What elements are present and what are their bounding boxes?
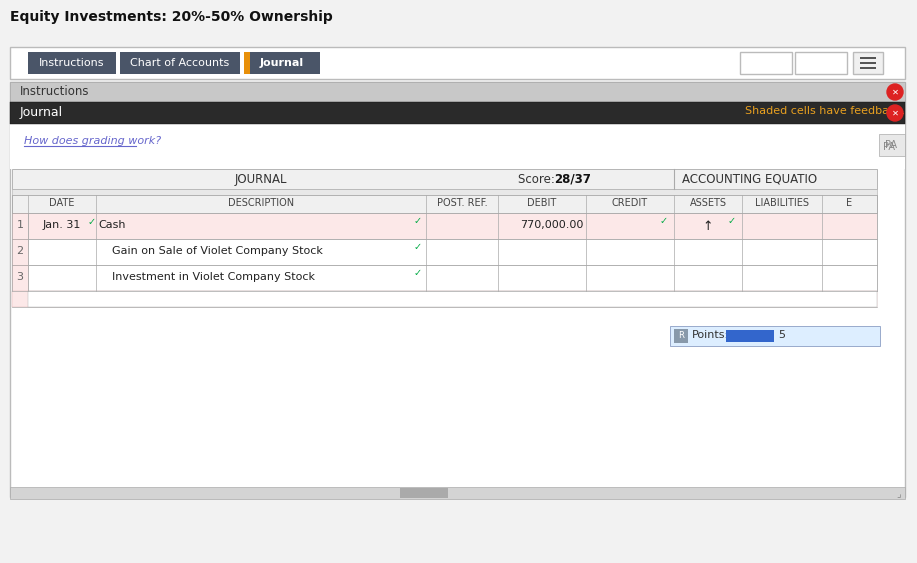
Text: ✕: ✕	[891, 109, 899, 118]
Text: 2: 2	[17, 246, 24, 256]
Bar	[28, 213, 877, 239]
Text: E: E	[846, 198, 853, 208]
Text: Gain on Sale of Violet Company Stock: Gain on Sale of Violet Company Stock	[112, 246, 323, 256]
Text: POST. REF.: POST. REF.	[436, 198, 487, 208]
Text: Jan. 31: Jan. 31	[43, 220, 82, 230]
Bar	[10, 124, 905, 169]
Bar	[10, 487, 905, 499]
Bar	[726, 330, 774, 342]
Text: 5: 5	[778, 330, 785, 340]
Bar	[740, 52, 792, 74]
Text: DEBIT: DEBIT	[527, 198, 557, 208]
Text: ↑: ↑	[702, 220, 713, 233]
Text: ✓: ✓	[728, 216, 736, 226]
Bar	[10, 82, 905, 102]
Text: ✓: ✓	[414, 216, 422, 226]
Text: Points:: Points:	[692, 330, 729, 340]
Text: 3: 3	[17, 272, 24, 282]
Bar	[670, 326, 880, 346]
Text: DATE: DATE	[50, 198, 74, 208]
Bar	[860, 62, 876, 64]
Circle shape	[887, 105, 903, 121]
Text: Chart of Accounts: Chart of Accounts	[130, 58, 229, 68]
Text: 770,000.00: 770,000.00	[520, 220, 583, 230]
Text: PA: PA	[885, 140, 897, 150]
Bar	[860, 57, 876, 59]
Text: Journal: Journal	[20, 106, 63, 119]
Bar	[10, 102, 905, 124]
Bar	[860, 67, 876, 69]
Bar	[853, 52, 883, 74]
Text: ✓: ✓	[88, 217, 96, 227]
Text: ASSETS: ASSETS	[690, 198, 726, 208]
Text: ACCOUNTING EQUATIO: ACCOUNTING EQUATIO	[682, 173, 817, 186]
Circle shape	[887, 84, 903, 100]
Bar	[400, 488, 448, 498]
Bar	[12, 239, 28, 265]
Text: How does grading work?: How does grading work?	[24, 136, 161, 146]
Text: CREDIT: CREDIT	[612, 198, 648, 208]
Bar	[10, 47, 905, 79]
Bar	[795, 52, 847, 74]
Text: ✓: ✓	[414, 242, 422, 252]
Text: Shaded cells have feedback.: Shaded cells have feedback.	[745, 106, 905, 116]
Bar	[12, 265, 28, 291]
Text: Instructions: Instructions	[39, 58, 105, 68]
Text: R: R	[678, 331, 684, 340]
Text: Investment in Violet Company Stock: Investment in Violet Company Stock	[112, 272, 315, 282]
Text: 28/37: 28/37	[554, 173, 591, 186]
Text: Equity Investments: 20%-50% Ownership: Equity Investments: 20%-50% Ownership	[10, 10, 333, 24]
Text: ✕: ✕	[891, 87, 899, 96]
Bar	[28, 52, 116, 74]
Text: ✓: ✓	[660, 216, 668, 226]
Text: ⌟: ⌟	[897, 489, 901, 499]
Bar	[12, 169, 877, 189]
Bar	[28, 265, 877, 291]
Bar	[674, 329, 688, 343]
Bar	[28, 291, 877, 307]
Bar	[244, 52, 250, 74]
Text: LIABILITIES: LIABILITIES	[755, 198, 809, 208]
Text: JOURNAL: JOURNAL	[235, 173, 287, 186]
Text: PA: PA	[883, 142, 895, 152]
Text: Score:: Score:	[518, 173, 558, 186]
Text: 1: 1	[17, 220, 24, 230]
Bar	[12, 291, 877, 307]
Bar	[12, 213, 28, 239]
Text: DESCRIPTION: DESCRIPTION	[228, 198, 294, 208]
Text: Instructions: Instructions	[20, 85, 90, 98]
Text: Cash: Cash	[98, 220, 126, 230]
Bar	[12, 189, 877, 195]
Bar	[28, 239, 877, 265]
Bar	[120, 52, 240, 74]
Text: Journal: Journal	[260, 58, 304, 68]
Bar	[879, 134, 905, 156]
Text: ✓: ✓	[414, 268, 422, 278]
Bar	[12, 195, 877, 213]
Bar	[10, 82, 905, 497]
Bar	[244, 52, 320, 74]
